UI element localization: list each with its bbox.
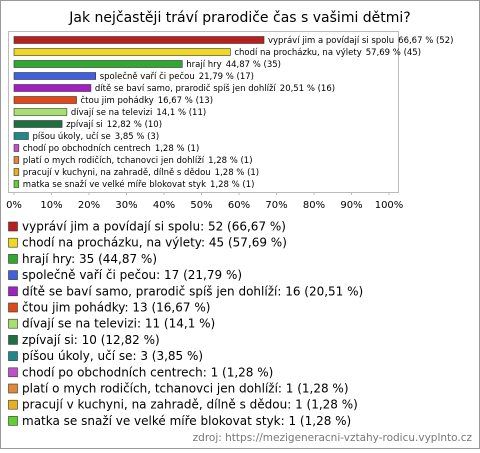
legend-swatch [8,302,18,313]
x-tick-label: 100% [375,200,404,211]
legend-swatch [8,237,18,248]
data-label: platí o mych rodičích, tchanovci jen doh… [23,155,253,166]
x-tick-label: 80% [303,200,325,211]
legend-label: chodí na procházku, na výlety: 45 (57,69… [22,236,287,250]
plot-area [8,31,399,193]
data-label: dítě se baví samo, prarodič spíš jen doh… [95,83,335,94]
legend-label: platí o mych rodičích, tchanovci jen doh… [22,382,349,396]
category-label: chodí na procházku, na výlety [234,48,361,58]
value-label: 12,82 % (10) [107,120,162,130]
category-label: pracují v kuchyni, na zahradě, dílně s d… [23,168,211,178]
bar [13,96,77,104]
bar [13,144,20,152]
legend-swatch [8,270,18,280]
legend-label: píšou úkoly, učí se: 3 (3,85 %) [22,349,203,363]
category-label: dívají se na televizi [71,108,152,118]
legend-label: vypráví jim a povídají si spolu: 52 (66,… [22,220,286,234]
bar [13,72,97,80]
legend-swatch [8,286,18,297]
category-label: zpívají si [66,120,103,130]
bar [13,84,92,92]
data-label: společně vaří či pečou 21,79 % (17) [100,71,254,82]
x-tick-label: 20% [78,200,100,211]
legend-swatch [8,254,18,264]
legend-label: hrají hry: 35 (44,87 %) [22,252,157,266]
legend-label: dívají se na televizi: 11 (14,1 %) [22,317,215,331]
x-tick-label: 90% [340,200,362,211]
data-label: chodí na procházku, na výlety 57,69 % (45… [234,48,421,58]
x-tick-label: 70% [265,200,287,211]
legend-swatch [8,335,18,345]
data-label: čtou jim pohádky 16,67 % (13) [81,95,214,106]
legend-label: zpívají si: 10 (12,82 %) [22,333,160,347]
legend-label: chodí po obchodních centrech: 1 (1,28 %) [22,365,273,379]
data-label: zpívají si 12,82 % (10) [66,120,162,130]
bar [13,108,68,116]
value-label: 3,85 % (3) [115,132,159,142]
value-label: 66,67 % (52) [398,36,453,46]
category-label: matka se snaží ve velké míře blokovat st… [23,179,206,190]
bar [13,36,265,44]
data-label: pracují v kuchyni, na zahradě, dílně s d… [23,168,259,178]
bar [13,156,20,164]
legend-swatch [8,351,18,361]
bar [13,180,20,188]
legend-swatch [8,416,18,426]
data-label: píšou úkoly, učí se 3,85 % (3) [32,131,159,142]
data-label: chodí po obchodních centrech 1,28 % (1) [23,144,199,154]
bar [13,168,20,176]
chart-title: Jak nejčastěji tráví prarodiče čas s vaš… [68,10,411,26]
category-label: vypráví jim a povídají si spolu [268,36,394,46]
legend-label: společně vaří či pečou: 17 (21,79 %) [22,268,242,282]
x-tick-label: 40% [153,200,175,211]
x-tick-label: 10% [40,200,62,211]
value-label: 14,1 % (11) [156,108,206,118]
value-label: 16,67 % (13) [158,96,213,106]
category-label: chodí po obchodních centrech [23,144,151,154]
value-label: 57,69 % (45) [366,48,421,58]
value-label: 21,79 % (17) [199,72,254,82]
legend-swatch [8,383,18,394]
value-label: 1,28 % (1) [210,180,254,190]
bar [13,48,231,56]
category-label: čtou jim pohádky [81,95,154,106]
legend-label: dítě se baví samo, prarodič spíš jen doh… [22,284,363,298]
value-label: 44,87 % (35) [226,60,281,70]
x-tick-label: 60% [228,200,250,211]
data-label: matka se snaží ve velké míře blokovat st… [23,179,255,190]
legend-swatch [8,318,18,329]
value-label: 1,28 % (1) [208,156,252,166]
x-tick-label: 0% [6,200,22,211]
legend-swatch [8,399,18,410]
legend-label: pracují v kuchyni, na zahradě, dílně s d… [22,398,358,412]
data-label: vypráví jim a povídají si spolu 66,67 % (… [268,36,453,46]
legend-label: matka se snaží ve velké míře blokovat st… [22,414,351,428]
category-label: společně vaří či pečou [100,71,195,82]
category-label: píšou úkoly, učí se [32,131,110,142]
bar [13,120,63,128]
category-label: hrají hry [186,60,221,70]
bar [13,60,183,68]
data-label: dívají se na televizi 14,1 % (11) [71,108,206,118]
value-label: 1,28 % (1) [215,168,259,178]
category-label: dítě se baví samo, prarodič spíš jen doh… [95,83,277,94]
legend-swatch [8,221,18,232]
x-tick-label: 30% [115,200,137,211]
value-label: 1,28 % (1) [155,144,199,154]
bar [13,132,29,140]
x-tick-label: 50% [190,200,212,211]
value-label: 20,51 % (16) [280,84,335,94]
legend-label: čtou jim pohádky: 13 (16,67 %) [22,301,210,315]
category-label: platí o mych rodičích, tchanovci jen doh… [23,155,205,166]
data-label: hrají hry 44,87 % (35) [186,60,281,70]
legend-swatch [8,367,18,378]
source: zdroj: https://mezigeneracni-vztahy-rodi… [193,432,473,444]
